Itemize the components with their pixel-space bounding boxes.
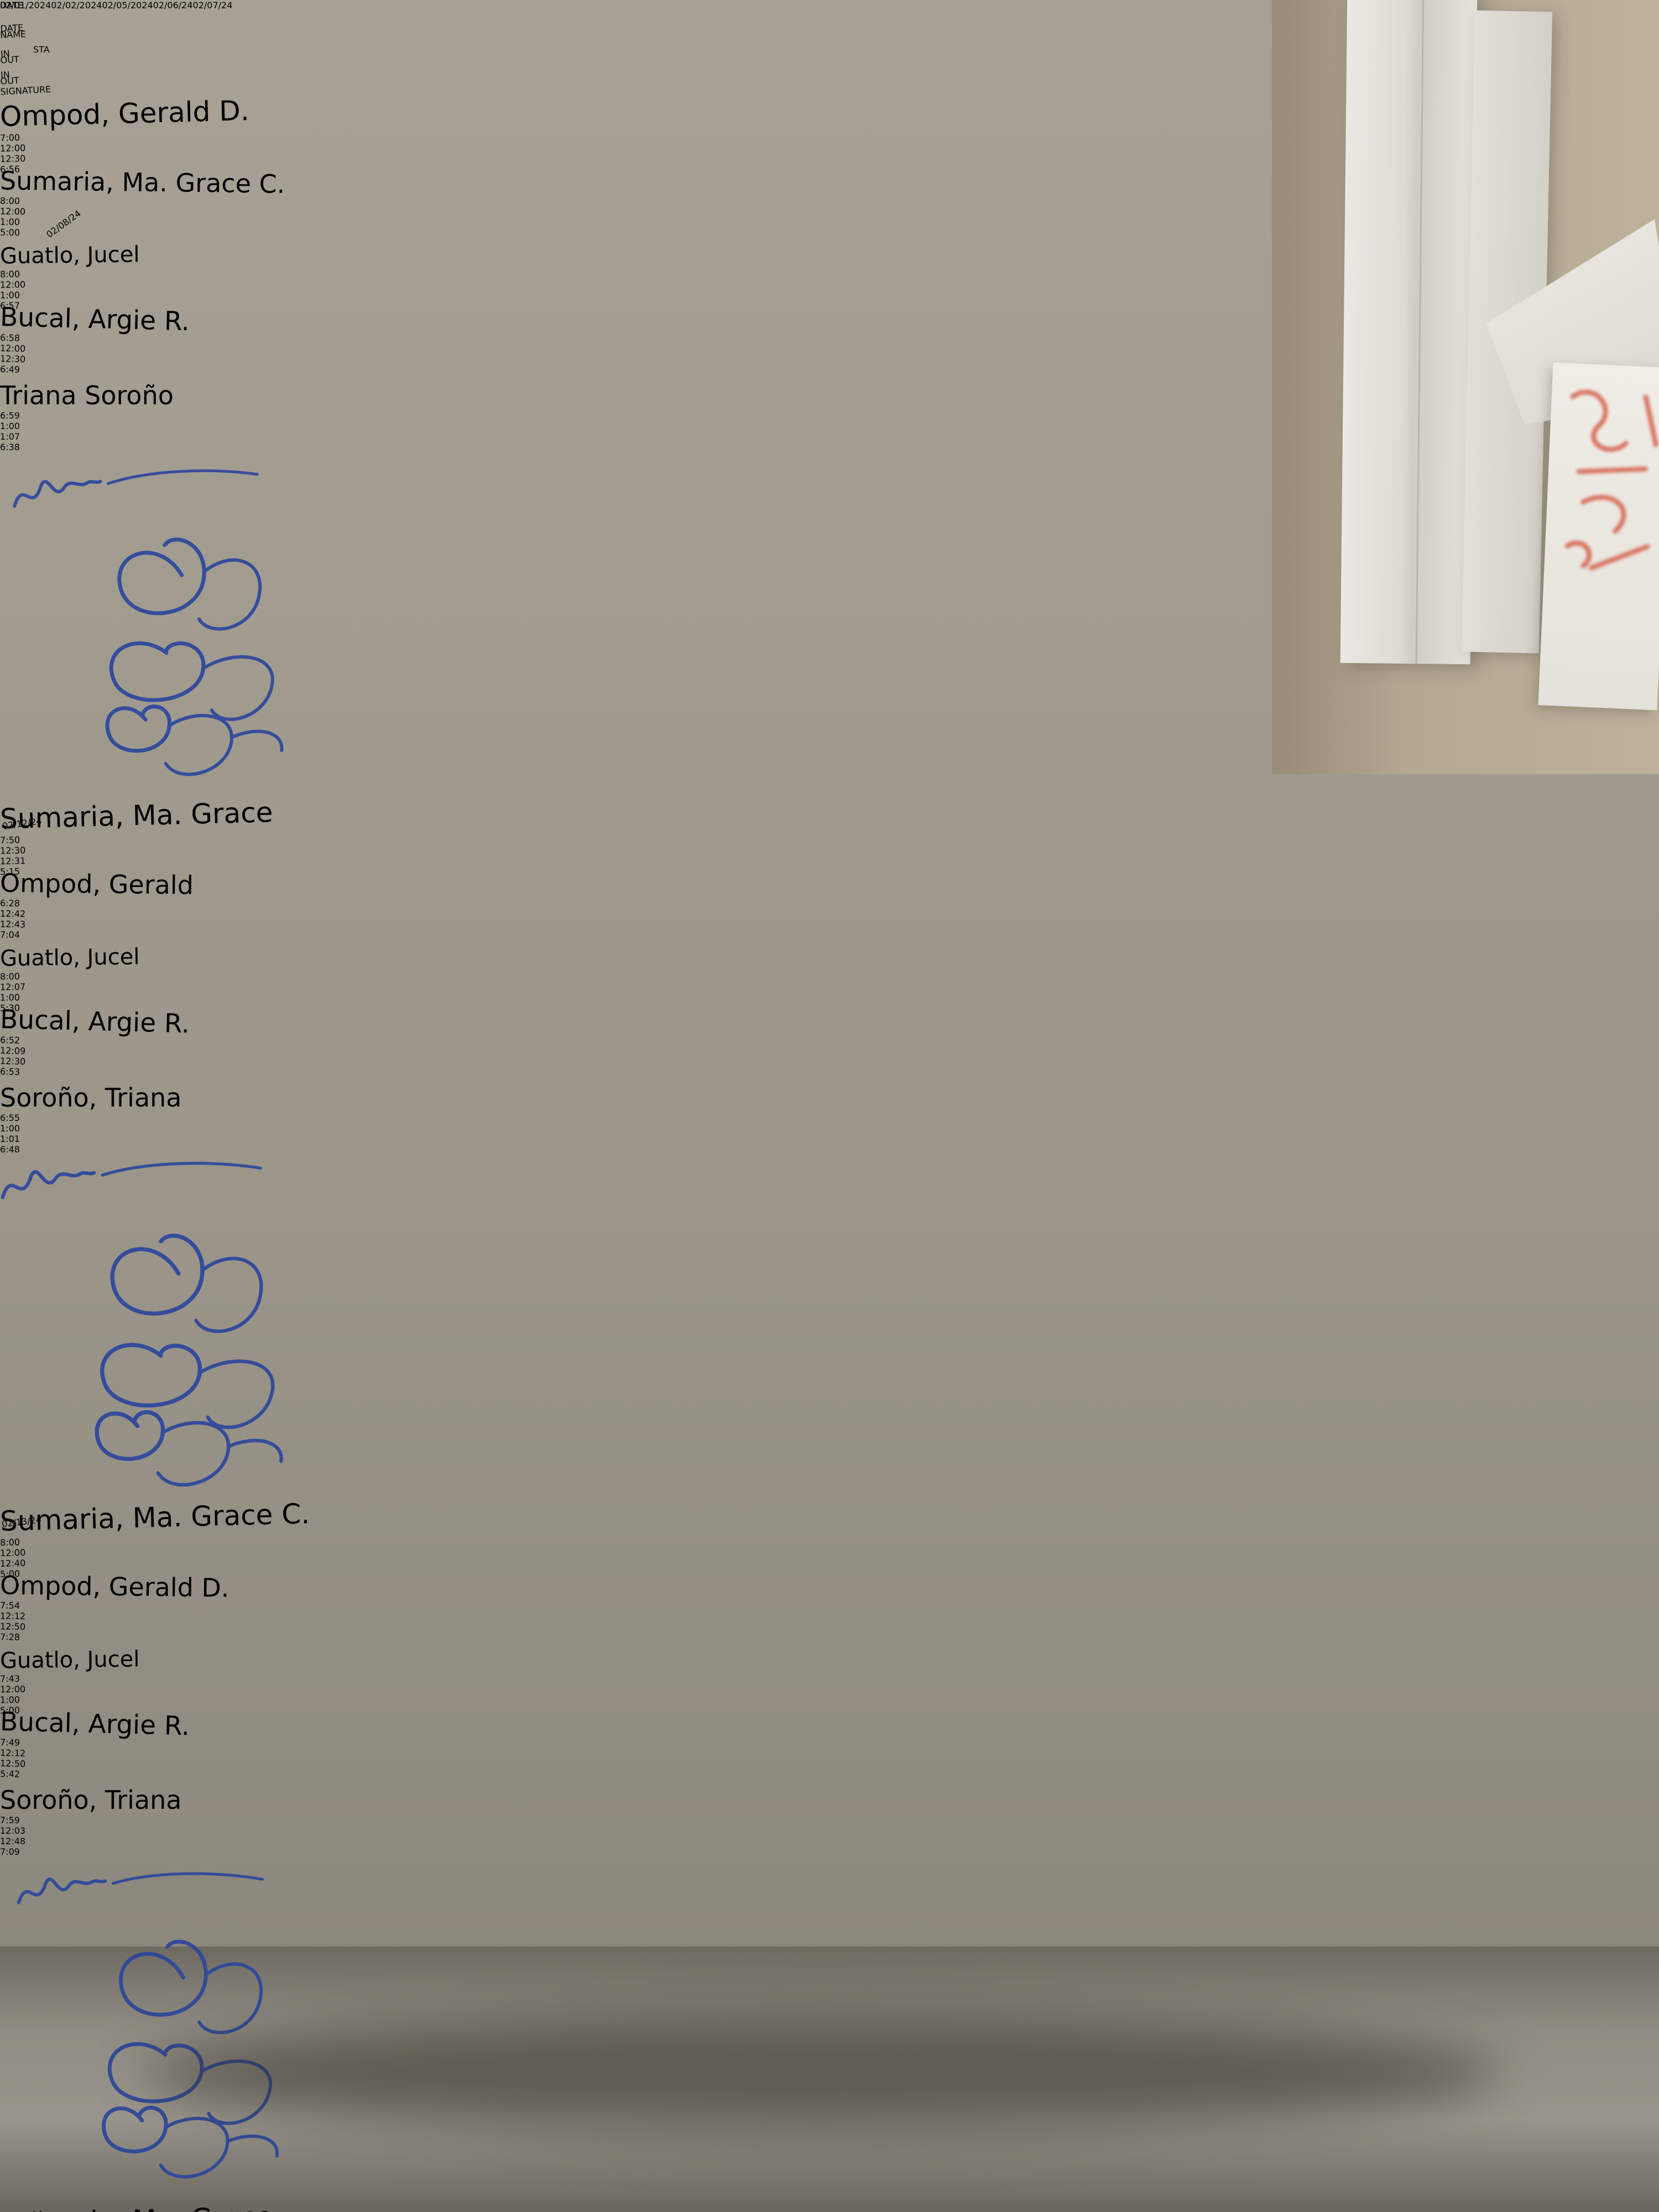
envelope-red-stamp	[1538, 362, 1659, 711]
employee-name: Soroño, Triana	[0, 1083, 182, 1113]
mirrored-ink-impression: 02/02/2024	[51, 0, 102, 11]
attendance-block: 02/08/24 Ompod, Gerald D. 7:00 12:00 12:30 6:…	[0, 84, 498, 786]
mirrored-ink-impression: 02/05/2024	[102, 0, 153, 11]
time-in-1: 6:55	[0, 1113, 20, 1123]
attendance-block: 02/12/24 Sumaria, Ma. Grace 7:50 12:30 12:31…	[0, 786, 498, 1489]
time-in-1: 7:59	[0, 1815, 20, 1825]
time-in-1: 6:59	[0, 410, 20, 421]
sheet-content: DATE DATE NAME IN OUT IN OUT SIGNATURE 0…	[0, 0, 498, 2212]
attendance-block: 02/13/24 Sumaria, Ma. Grace C. 8:00 12:00 12…	[0, 1489, 498, 2191]
time-out-2: 6:48	[0, 1144, 20, 1155]
time-in-2: 12:48	[0, 1836, 26, 1846]
page-shadow	[144, 2013, 1499, 2135]
employee-name: Triana Soroño	[0, 380, 174, 410]
attendance-blocks: 02/08/24 Ompod, Gerald D. 7:00 12:00 12:30 6:…	[0, 84, 498, 2212]
time-out-1: 1:00	[0, 421, 20, 431]
time-in-2: 1:07	[0, 431, 20, 442]
attendance-sheet: DATE DATE NAME IN OUT IN OUT SIGNATURE 0…	[0, 0, 498, 2212]
date-field-label: DATE	[0, 0, 23, 11]
time-in-2: 1:01	[0, 1134, 20, 1144]
employee-name: Soroño, Triana	[0, 1785, 182, 1815]
mirrored-ink-impression: 02/01/2024	[0, 0, 51, 11]
time-out-2: 7:09	[0, 1846, 20, 1857]
white-paper-stack	[1340, 0, 1478, 665]
mirrored-ink-impression: 02/07/24	[192, 0, 233, 11]
time-out-2: 6:38	[0, 442, 20, 452]
signature-scrawl	[0, 1853, 500, 2195]
time-out-1: 12:03	[0, 1825, 26, 1836]
signature-scrawl	[0, 448, 500, 791]
mirrored-ink-impression: 02/06/24	[153, 0, 193, 11]
left-curled-page: STA 02/01/202402/02/202402/05/202402/06/…	[0, 0, 233, 55]
red-stamp-scribble	[1564, 389, 1658, 571]
time-out-1: 1:00	[0, 1123, 20, 1134]
signature-scrawl	[0, 1145, 513, 1499]
faint-red-impression: STA	[33, 44, 50, 55]
